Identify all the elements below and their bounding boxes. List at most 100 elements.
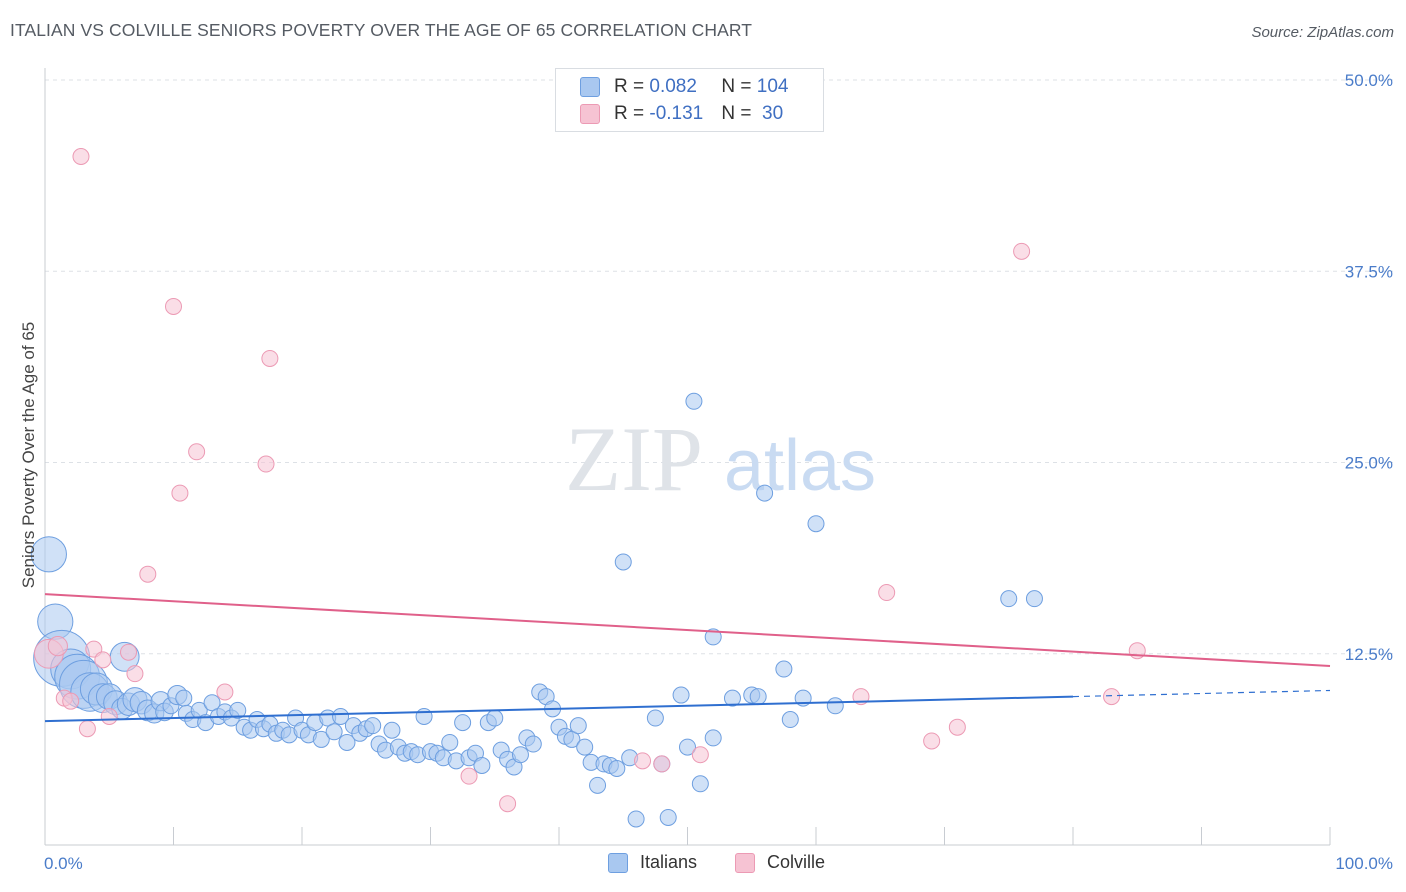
data-point-italians bbox=[1000, 590, 1018, 608]
data-point-italians bbox=[203, 694, 221, 712]
y-tick-label: 37.5% bbox=[1345, 262, 1393, 281]
legend-r-label: R = bbox=[614, 103, 650, 124]
data-point-colville bbox=[923, 732, 941, 750]
data-point-italians bbox=[775, 660, 793, 678]
legend-n-value-italians: 104 bbox=[756, 76, 789, 97]
data-point-italians bbox=[723, 689, 741, 707]
data-point-italians bbox=[325, 723, 343, 741]
data-point-italians bbox=[454, 714, 472, 732]
data-point-colville bbox=[78, 720, 96, 738]
data-point-italians bbox=[608, 760, 626, 777]
data-point-italians bbox=[338, 733, 356, 751]
data-point-italians bbox=[30, 536, 67, 573]
bottom-legend: Italians Colville bbox=[0, 852, 1406, 878]
data-point-colville bbox=[653, 755, 671, 773]
bottom-legend-italians: Italians bbox=[608, 852, 697, 873]
data-point-italians bbox=[704, 729, 722, 747]
data-point-colville bbox=[188, 443, 206, 461]
data-point-colville bbox=[499, 795, 517, 813]
data-point-italians bbox=[486, 709, 504, 727]
data-point-italians bbox=[659, 808, 677, 826]
trendline-colville bbox=[44, 593, 1331, 667]
data-point-colville bbox=[878, 584, 896, 602]
trendline-italians-extension bbox=[1072, 689, 1331, 698]
data-point-italians bbox=[473, 756, 491, 774]
data-point-colville bbox=[171, 484, 189, 502]
data-point-italians bbox=[1025, 590, 1043, 608]
legend-row-colville: R = -0.131 N = 30 bbox=[580, 101, 783, 127]
data-point-italians bbox=[672, 686, 690, 704]
data-point-italians bbox=[511, 746, 529, 764]
chart-title: ITALIAN VS COLVILLE SENIORS POVERTY OVER… bbox=[10, 20, 753, 40]
trendlines bbox=[44, 593, 1331, 723]
data-point-italians bbox=[704, 628, 722, 646]
data-point-italians bbox=[749, 688, 767, 706]
watermark-atlas: atlas bbox=[724, 426, 876, 506]
data-point-italians bbox=[175, 689, 193, 707]
axes bbox=[44, 68, 1331, 846]
data-point-italians bbox=[807, 515, 825, 533]
data-point-italians bbox=[826, 697, 844, 715]
legend: R = 0.082 N = 104 R = -0.131 N = 30 bbox=[555, 68, 824, 132]
y-tick-label: 25.0% bbox=[1345, 454, 1393, 473]
legend-n-value-colville: 30 bbox=[756, 103, 784, 124]
y-axis-label: Seniors Poverty Over the Age of 65 bbox=[19, 322, 38, 588]
data-point-colville bbox=[261, 349, 279, 367]
data-point-italians bbox=[679, 738, 696, 756]
watermark-zip: ZIP bbox=[565, 408, 703, 510]
data-point-colville bbox=[100, 707, 118, 725]
data-point-colville bbox=[216, 683, 234, 701]
legend-swatch-colville bbox=[580, 104, 600, 124]
data-point-colville bbox=[126, 665, 144, 683]
data-points bbox=[30, 148, 1146, 828]
data-point-colville bbox=[47, 636, 68, 657]
data-point-italians bbox=[364, 717, 382, 735]
data-point-italians bbox=[589, 776, 607, 794]
data-point-italians bbox=[312, 730, 330, 748]
data-point-italians bbox=[781, 711, 799, 729]
bottom-legend-label-italians: Italians bbox=[640, 852, 698, 872]
data-point-italians bbox=[563, 730, 581, 748]
legend-n-label: N = bbox=[721, 103, 757, 124]
data-point-italians bbox=[441, 733, 459, 751]
data-point-italians bbox=[627, 810, 645, 828]
bottom-legend-colville: Colville bbox=[735, 852, 825, 873]
watermark: ZIP atlas bbox=[565, 408, 876, 510]
data-point-italians bbox=[569, 717, 587, 735]
gridlines bbox=[45, 79, 1395, 655]
legend-n-label: N = bbox=[721, 76, 757, 97]
data-point-italians bbox=[614, 553, 632, 571]
bottom-legend-swatch-colville bbox=[735, 852, 755, 873]
data-point-colville bbox=[948, 718, 966, 736]
data-point-italians bbox=[756, 484, 774, 502]
data-point-italians bbox=[691, 775, 709, 793]
data-point-colville bbox=[691, 746, 709, 764]
trendline-italians bbox=[44, 695, 1074, 723]
data-point-italians bbox=[576, 738, 594, 756]
legend-r-label: R = bbox=[614, 76, 650, 97]
bottom-legend-label-colville: Colville bbox=[767, 852, 826, 872]
data-point-italians bbox=[229, 701, 247, 719]
data-point-colville bbox=[94, 651, 112, 669]
data-point-colville bbox=[460, 767, 478, 785]
data-point-colville bbox=[634, 752, 652, 770]
data-point-colville bbox=[1013, 242, 1031, 260]
data-point-colville bbox=[165, 297, 182, 315]
data-point-italians bbox=[685, 392, 703, 410]
y-tick-label: 12.5% bbox=[1345, 645, 1393, 664]
data-point-colville bbox=[62, 692, 80, 710]
x-tick-label-max: 100.0% bbox=[1335, 854, 1393, 873]
data-point-italians bbox=[524, 735, 542, 753]
bottom-legend-swatch-italians bbox=[608, 852, 628, 873]
legend-row-italians: R = 0.082 N = 104 bbox=[580, 74, 788, 100]
legend-r-value-italians: 0.082 bbox=[649, 76, 697, 97]
data-point-colville bbox=[139, 565, 157, 583]
tick-labels: 12.5% 25.0% 37.5% 50.0% 0.0% 100.0% bbox=[44, 71, 1393, 873]
data-point-colville bbox=[120, 643, 138, 661]
data-point-italians bbox=[383, 721, 401, 739]
data-point-italians bbox=[415, 707, 433, 725]
y-tick-label: 50.0% bbox=[1345, 71, 1393, 90]
x-tick-label-min: 0.0% bbox=[44, 854, 83, 873]
legend-swatch-italians bbox=[580, 77, 600, 97]
